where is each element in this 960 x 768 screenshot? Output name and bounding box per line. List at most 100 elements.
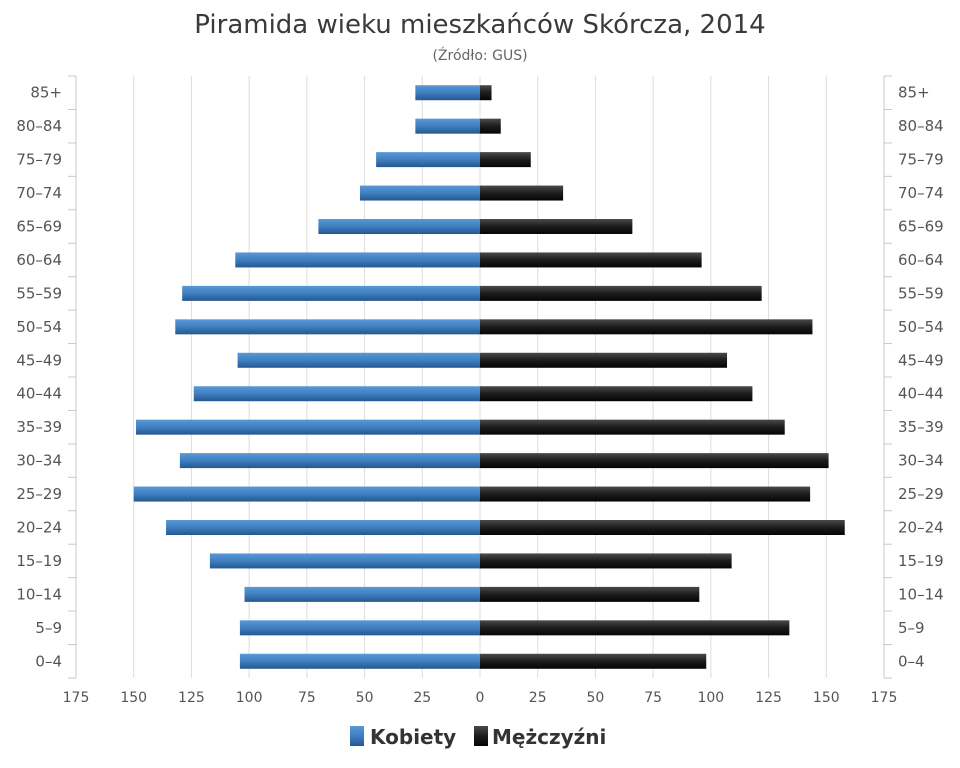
x-tick-label: 150 <box>120 690 147 706</box>
legend-label-mezczyzni[interactable]: Mężczyźni <box>492 725 606 749</box>
bar-mezczyzni[interactable] <box>480 185 564 201</box>
bar-kobiety[interactable] <box>235 252 480 268</box>
x-tick-label: 75 <box>644 690 662 706</box>
bar-mezczyzni[interactable] <box>480 152 531 168</box>
category-labels-left: 0–4 5–9 10–14 15–19 20–24 25–29 30–34 35–39 40–4… <box>16 84 62 671</box>
category-labels-right: 0–4 5–9 10–14 15–19 20–24 25–29 30–34 35–39 40–4… <box>898 84 944 671</box>
category-label: 45–49 <box>16 351 62 369</box>
x-tick-labels: 175 150 125 100 75 50 25 0 25 50 75 100 125 150 175 <box>63 690 898 706</box>
category-label: 85+ <box>30 84 62 102</box>
category-label: 10–14 <box>16 585 62 603</box>
category-label: 25–29 <box>898 485 944 503</box>
bar-mezczyzni[interactable] <box>480 285 762 301</box>
bar-kobiety[interactable] <box>179 453 480 469</box>
x-tick-label: 125 <box>755 690 782 706</box>
category-label: 25–29 <box>16 485 62 503</box>
category-label: 40–44 <box>16 385 62 403</box>
bar-mezczyzni[interactable] <box>480 653 707 669</box>
category-label: 70–74 <box>898 184 944 202</box>
legend: Kobiety Mężczyźni <box>350 725 606 749</box>
category-label: 0–4 <box>898 652 925 670</box>
category-label: 70–74 <box>16 184 62 202</box>
category-label: 20–24 <box>16 519 62 537</box>
bar-mezczyzni[interactable] <box>480 319 813 335</box>
chart-subtitle: (Źródło: GUS) <box>432 46 527 64</box>
bar-kobiety[interactable] <box>209 553 480 569</box>
bar-kobiety[interactable] <box>182 285 481 301</box>
bar-kobiety[interactable] <box>193 386 481 402</box>
bar-kobiety[interactable] <box>237 352 480 368</box>
category-label: 50–54 <box>898 318 944 336</box>
bar-mezczyzni[interactable] <box>480 620 790 636</box>
bar-kobiety[interactable] <box>166 520 480 535</box>
grid-lines <box>133 76 827 678</box>
category-label: 60–64 <box>898 251 944 269</box>
category-label: 30–34 <box>16 452 62 470</box>
x-tick-label: 25 <box>529 690 547 706</box>
x-tick-label: 25 <box>413 690 431 706</box>
category-label: 30–34 <box>898 452 944 470</box>
category-label: 10–14 <box>898 585 944 603</box>
bar-mezczyzni[interactable] <box>480 453 829 469</box>
bar-mezczyzni[interactable] <box>480 520 845 535</box>
bar-kobiety[interactable] <box>376 152 480 168</box>
category-label: 80–84 <box>898 117 944 135</box>
category-label: 35–39 <box>898 418 944 436</box>
category-label: 50–54 <box>16 318 62 336</box>
x-tick-label: 0 <box>476 690 485 706</box>
category-label: 60–64 <box>16 251 62 269</box>
bar-mezczyzni[interactable] <box>480 85 492 101</box>
legend-swatch-mezczyzni[interactable] <box>474 726 488 746</box>
category-label: 15–19 <box>898 552 944 570</box>
bar-kobiety[interactable] <box>415 118 480 134</box>
x-tick-label: 175 <box>871 690 898 706</box>
bar-mezczyzni[interactable] <box>480 486 811 502</box>
category-label: 85+ <box>898 84 930 102</box>
bar-kobiety[interactable] <box>175 319 481 335</box>
bar-kobiety[interactable] <box>133 486 480 502</box>
legend-swatch-kobiety[interactable] <box>350 726 364 746</box>
x-tick-label: 75 <box>298 690 316 706</box>
bar-mezczyzni[interactable] <box>480 419 785 435</box>
category-label: 20–24 <box>898 519 944 537</box>
bar-kobiety[interactable] <box>136 419 480 435</box>
x-tick-label: 50 <box>356 690 374 706</box>
category-label: 75–79 <box>16 151 62 169</box>
bar-mezczyzni[interactable] <box>480 252 702 268</box>
category-label: 55–59 <box>898 284 944 302</box>
category-label: 5–9 <box>898 619 925 637</box>
x-tick-label: 100 <box>236 690 263 706</box>
bar-kobiety[interactable] <box>318 219 480 234</box>
category-label: 75–79 <box>898 151 944 169</box>
bar-mezczyzni[interactable] <box>480 352 728 368</box>
bar-mezczyzni[interactable] <box>480 553 732 569</box>
bars <box>133 85 845 669</box>
x-tick-label: 125 <box>178 690 205 706</box>
category-label: 35–39 <box>16 418 62 436</box>
bar-kobiety[interactable] <box>239 620 480 636</box>
bar-kobiety[interactable] <box>244 586 480 602</box>
chart-title: Piramida wieku mieszkańców Skórcza, 2014 <box>194 10 765 40</box>
category-label: 5–9 <box>35 619 62 637</box>
bar-kobiety[interactable] <box>359 185 480 201</box>
category-label: 0–4 <box>35 652 62 670</box>
category-label: 80–84 <box>16 117 62 135</box>
bar-kobiety[interactable] <box>239 653 480 669</box>
category-label: 65–69 <box>16 218 62 236</box>
x-tick-label: 100 <box>697 690 724 706</box>
bar-mezczyzni[interactable] <box>480 118 501 134</box>
x-tick-label: 175 <box>63 690 90 706</box>
bar-mezczyzni[interactable] <box>480 586 700 602</box>
bar-mezczyzni[interactable] <box>480 219 633 234</box>
category-label: 55–59 <box>16 284 62 302</box>
axes <box>68 75 892 679</box>
legend-label-kobiety[interactable]: Kobiety <box>370 725 456 749</box>
x-tick-label: 150 <box>813 690 840 706</box>
bar-mezczyzni[interactable] <box>480 386 753 402</box>
category-label: 65–69 <box>898 218 944 236</box>
x-tick-label: 50 <box>587 690 605 706</box>
category-label: 40–44 <box>898 385 944 403</box>
category-label: 15–19 <box>16 552 62 570</box>
bar-kobiety[interactable] <box>415 85 480 101</box>
